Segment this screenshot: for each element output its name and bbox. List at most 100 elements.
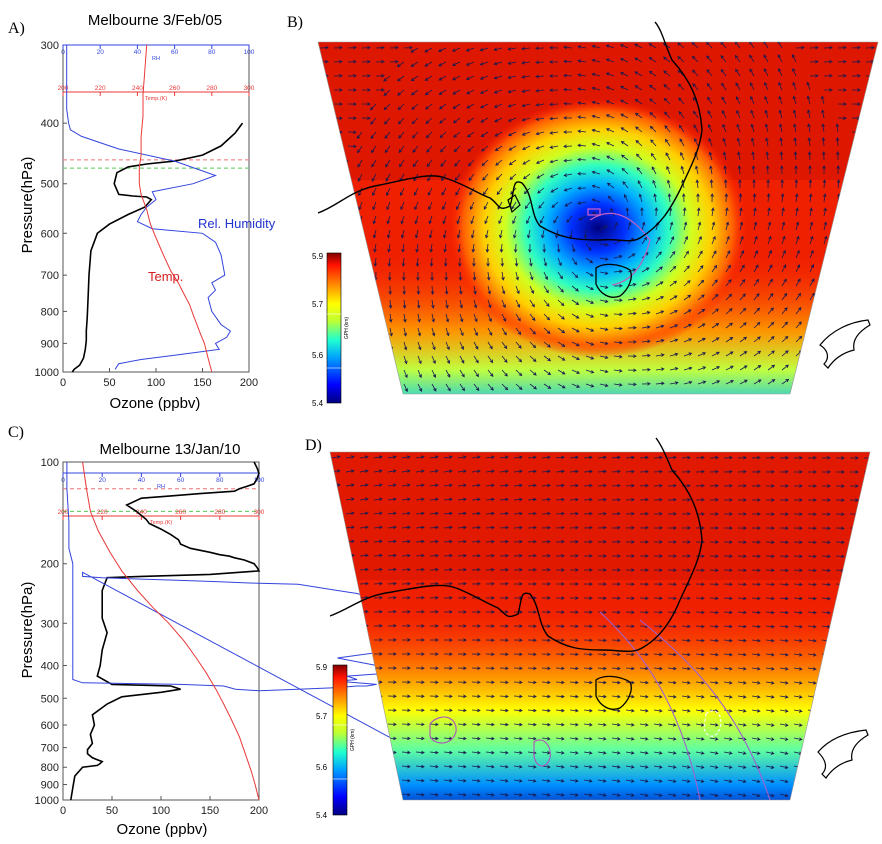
wind-vector bbox=[625, 582, 635, 586]
wind-vector bbox=[443, 666, 453, 670]
wind-vector bbox=[583, 736, 593, 741]
wind-vector bbox=[499, 483, 509, 488]
wind-vector bbox=[361, 355, 371, 360]
wind-vector bbox=[569, 624, 579, 628]
wind-vector bbox=[779, 610, 789, 615]
wind-vector bbox=[736, 123, 741, 133]
wind-vector bbox=[563, 173, 573, 177]
wind-vector bbox=[360, 313, 365, 323]
wind-vector bbox=[333, 60, 343, 64]
wind-vector bbox=[456, 229, 461, 239]
wind-vector bbox=[585, 313, 595, 318]
wind-vector bbox=[583, 469, 593, 474]
wind-vector bbox=[681, 652, 691, 657]
wind-vector bbox=[401, 539, 411, 544]
wind-vector bbox=[471, 469, 481, 474]
wind-vector bbox=[569, 779, 579, 783]
wind-vector bbox=[669, 338, 679, 343]
wind-vector bbox=[569, 750, 579, 755]
wind-vector bbox=[793, 470, 803, 474]
wind-vector bbox=[865, 257, 875, 261]
wind-vector bbox=[620, 127, 629, 133]
wind-vector bbox=[751, 666, 761, 671]
wind-vector bbox=[792, 95, 797, 105]
wind-vector bbox=[823, 278, 829, 287]
wind-vector bbox=[372, 187, 377, 197]
wind-vector bbox=[541, 539, 551, 544]
wind-vector bbox=[795, 45, 805, 50]
wind-vector bbox=[779, 709, 789, 713]
wind-vector bbox=[721, 110, 727, 119]
wind-vector bbox=[792, 81, 797, 91]
wind-vector bbox=[863, 639, 870, 643]
wind-vector bbox=[479, 47, 489, 52]
wind-vector bbox=[625, 652, 635, 657]
wind-vector bbox=[361, 341, 371, 346]
wind-vector bbox=[835, 137, 840, 147]
wind-vector bbox=[807, 638, 817, 643]
wind-vector bbox=[319, 172, 329, 177]
wind-vector bbox=[415, 553, 425, 558]
wind-vector bbox=[550, 187, 559, 193]
wind-vector bbox=[527, 722, 537, 727]
wind-vector bbox=[445, 341, 450, 351]
wind-vector bbox=[499, 736, 509, 741]
wind-vector bbox=[457, 525, 467, 530]
wind-vector bbox=[625, 455, 635, 460]
wind-vector bbox=[823, 45, 833, 50]
wind-vector bbox=[591, 156, 601, 161]
wind-vector bbox=[457, 708, 467, 713]
wind-vector bbox=[541, 469, 551, 474]
wind-vector bbox=[627, 368, 637, 373]
wind-vector bbox=[809, 383, 819, 388]
wind-vector bbox=[709, 179, 714, 189]
wind-vector bbox=[569, 455, 579, 460]
wind-vector bbox=[331, 581, 341, 586]
wind-vector bbox=[443, 553, 453, 558]
wind-vector bbox=[695, 751, 705, 755]
wind-vector bbox=[655, 339, 665, 343]
wind-vector bbox=[837, 60, 847, 64]
wind-vector bbox=[535, 103, 545, 107]
wind-vector bbox=[597, 540, 607, 544]
wind-vector bbox=[415, 257, 420, 267]
wind-vector bbox=[345, 595, 355, 600]
wind-vector bbox=[401, 638, 411, 642]
wind-vector bbox=[611, 526, 621, 530]
wind-vector bbox=[793, 568, 803, 573]
wind-vector bbox=[696, 193, 700, 202]
wind-vector bbox=[709, 624, 719, 629]
wind-vector bbox=[691, 42, 699, 49]
wind-vector bbox=[765, 765, 775, 769]
wind-vector bbox=[485, 553, 495, 558]
wind-vector bbox=[333, 144, 343, 149]
wind-vector bbox=[780, 498, 789, 502]
wind-vector bbox=[653, 610, 663, 615]
wind-vector bbox=[753, 264, 759, 273]
wind-vector bbox=[709, 596, 719, 601]
wind-vector bbox=[543, 383, 552, 389]
wind-vector bbox=[641, 311, 651, 315]
wind-vector bbox=[521, 60, 531, 65]
wind-vector bbox=[664, 111, 671, 119]
wind-vector bbox=[737, 723, 747, 727]
wind-vector bbox=[667, 582, 677, 586]
wind-vector bbox=[344, 201, 349, 211]
wind-vector bbox=[821, 123, 825, 133]
wind-vector bbox=[555, 750, 565, 755]
wind-vector bbox=[654, 540, 663, 544]
wind-vector bbox=[780, 165, 784, 175]
wind-vector bbox=[613, 340, 623, 345]
wind-vector bbox=[443, 455, 453, 459]
wind-vector bbox=[653, 779, 663, 783]
panel-d-colorbar-tick: 5.6 bbox=[316, 763, 328, 772]
wind-vector bbox=[555, 511, 565, 516]
wind-vector bbox=[850, 179, 855, 189]
wind-vector bbox=[863, 751, 870, 756]
wind-vector bbox=[415, 567, 425, 572]
wind-vector bbox=[493, 75, 503, 80]
wind-vector bbox=[570, 582, 579, 586]
top-axis-tick-label: 60 bbox=[171, 49, 179, 56]
wind-vector bbox=[402, 271, 406, 281]
wind-vector bbox=[694, 165, 699, 175]
